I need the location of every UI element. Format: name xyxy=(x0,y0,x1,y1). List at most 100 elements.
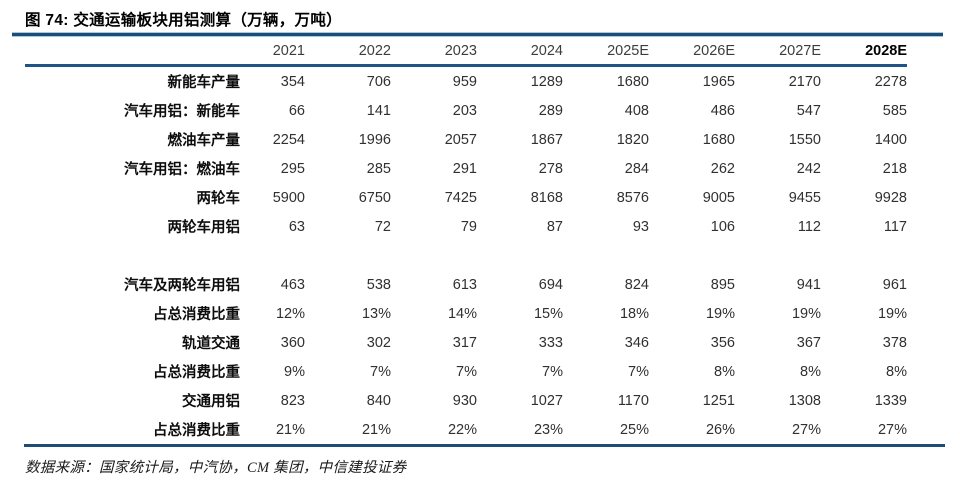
cell-value: 378 xyxy=(882,334,907,351)
cell-value: 291 xyxy=(452,160,477,177)
cell-value xyxy=(821,241,907,270)
data-source-note: 数据来源：国家统计局，中汽协，CM 集团，中信建投证券 xyxy=(25,460,407,476)
row-spacer xyxy=(907,270,943,299)
cell-value: 1170 xyxy=(617,392,649,409)
row-spacer xyxy=(907,415,943,444)
cell-value: 9928 xyxy=(874,189,907,206)
cell-value: 79 xyxy=(460,218,477,235)
cell-value: 106 xyxy=(710,218,735,235)
cell-value xyxy=(240,241,305,270)
row-spacer xyxy=(907,96,943,125)
table-row: 汽车用铝：新能车 66 141 203 289 408 486 547 585 xyxy=(25,96,943,125)
cell-value: 895 xyxy=(710,276,735,293)
cell-value: 8576 xyxy=(616,189,649,206)
title-rule xyxy=(12,32,943,37)
table-row: 两轮车用铝 63 72 79 87 93 106 112 117 xyxy=(25,212,943,241)
cell-value: 25% xyxy=(619,421,649,438)
row-spacer xyxy=(907,299,943,328)
table-row: 汽车用铝：燃油车 295 285 291 278 284 262 242 218 xyxy=(25,154,943,183)
cell-value: 9% xyxy=(284,363,305,380)
cell-value: 87 xyxy=(546,218,563,235)
cell-value: 21% xyxy=(275,421,305,438)
col-header-2028E: 2028E xyxy=(821,37,907,67)
cell-value xyxy=(649,241,735,270)
col-header-2026E: 2026E xyxy=(649,37,735,67)
row-spacer xyxy=(907,328,943,357)
cell-value: 5900 xyxy=(272,189,305,206)
cell-value: 961 xyxy=(882,276,907,293)
row-label: 交通用铝 xyxy=(182,394,240,410)
cell-value: 346 xyxy=(624,334,649,351)
cell-value xyxy=(305,241,391,270)
cell-value: 1400 xyxy=(874,131,907,148)
row-spacer xyxy=(907,154,943,183)
cell-value: 14% xyxy=(447,305,477,322)
cell-value: 141 xyxy=(366,102,391,119)
row-spacer xyxy=(907,357,943,386)
row-label-header-empty xyxy=(25,37,240,67)
cell-value: 1308 xyxy=(788,392,821,409)
cell-value: 19% xyxy=(791,305,821,322)
row-label: 汽车用铝：燃油车 xyxy=(124,162,240,178)
aluminum-usage-table: 2021 2022 2023 2024 2025E 2026E 2027E 2028E 新能车… xyxy=(25,37,943,444)
row-label: 两轮车 xyxy=(196,191,241,207)
cell-value: 18% xyxy=(619,305,649,322)
cell-value: 2278 xyxy=(874,73,907,90)
cell-value: 8168 xyxy=(530,189,563,206)
cell-value: 941 xyxy=(796,276,821,293)
cell-value: 27% xyxy=(877,421,907,438)
cell-value: 360 xyxy=(280,334,305,351)
cell-value xyxy=(735,241,821,270)
table-row: 占总消费比重 12% 13% 14% 15% 18% 19% 19% 19% xyxy=(25,299,943,328)
col-header-2021: 2021 xyxy=(240,37,305,67)
cell-value: 840 xyxy=(366,392,391,409)
table-row: 占总消费比重 9% 7% 7% 7% 7% 8% 8% 8% xyxy=(25,357,943,386)
cell-value: 823 xyxy=(280,392,305,409)
cell-value: 613 xyxy=(452,276,477,293)
cell-value: 1820 xyxy=(616,131,649,148)
cell-value: 8% xyxy=(800,363,821,380)
cell-value: 7% xyxy=(370,363,391,380)
col-header-2025E: 2025E xyxy=(563,37,649,67)
table-row: 新能车产量 354 706 959 1289 1680 1965 2170 2278 xyxy=(25,66,943,97)
cell-value: 824 xyxy=(624,276,649,293)
row-spacer xyxy=(907,66,943,97)
row-label xyxy=(25,241,240,270)
cell-value: 66 xyxy=(288,102,305,119)
cell-value: 12% xyxy=(275,305,305,322)
cell-value: 23% xyxy=(533,421,563,438)
cell-value: 7% xyxy=(456,363,477,380)
cell-value xyxy=(477,241,563,270)
cell-value xyxy=(563,241,649,270)
cell-value: 408 xyxy=(624,102,649,119)
cell-value: 9005 xyxy=(702,189,735,206)
cell-value: 317 xyxy=(452,334,477,351)
cell-value: 356 xyxy=(710,334,735,351)
cell-value: 7425 xyxy=(444,189,477,206)
col-header-2023: 2023 xyxy=(391,37,477,67)
table-row: 汽车及两轮车用铝 463 538 613 694 824 895 941 961 xyxy=(25,270,943,299)
cell-value: 278 xyxy=(538,160,563,177)
row-spacer xyxy=(907,212,943,241)
cell-value: 959 xyxy=(452,73,477,90)
row-label: 新能车产量 xyxy=(167,75,241,91)
cell-value: 1339 xyxy=(874,392,907,409)
cell-value: 242 xyxy=(796,160,821,177)
table-row: 交通用铝 823 840 930 1027 1170 1251 1308 1339 xyxy=(25,386,943,415)
table-row: 燃油车产量 2254 1996 2057 1867 1820 1680 1550 1400 xyxy=(25,125,943,154)
table-row: 轨道交通 360 302 317 333 346 356 367 378 xyxy=(25,328,943,357)
cell-value: 538 xyxy=(366,276,391,293)
row-label: 轨道交通 xyxy=(182,336,240,352)
bottom-rule xyxy=(24,444,945,447)
cell-value: 8% xyxy=(714,363,735,380)
cell-value: 19% xyxy=(877,305,907,322)
cell-value: 8% xyxy=(886,363,907,380)
cell-value: 7% xyxy=(628,363,649,380)
cell-value: 1996 xyxy=(358,131,391,148)
row-label: 两轮车用铝 xyxy=(167,220,241,236)
cell-value: 289 xyxy=(538,102,563,119)
cell-value: 930 xyxy=(452,392,477,409)
row-label: 占总消费比重 xyxy=(153,307,240,323)
row-label: 占总消费比重 xyxy=(153,365,240,381)
